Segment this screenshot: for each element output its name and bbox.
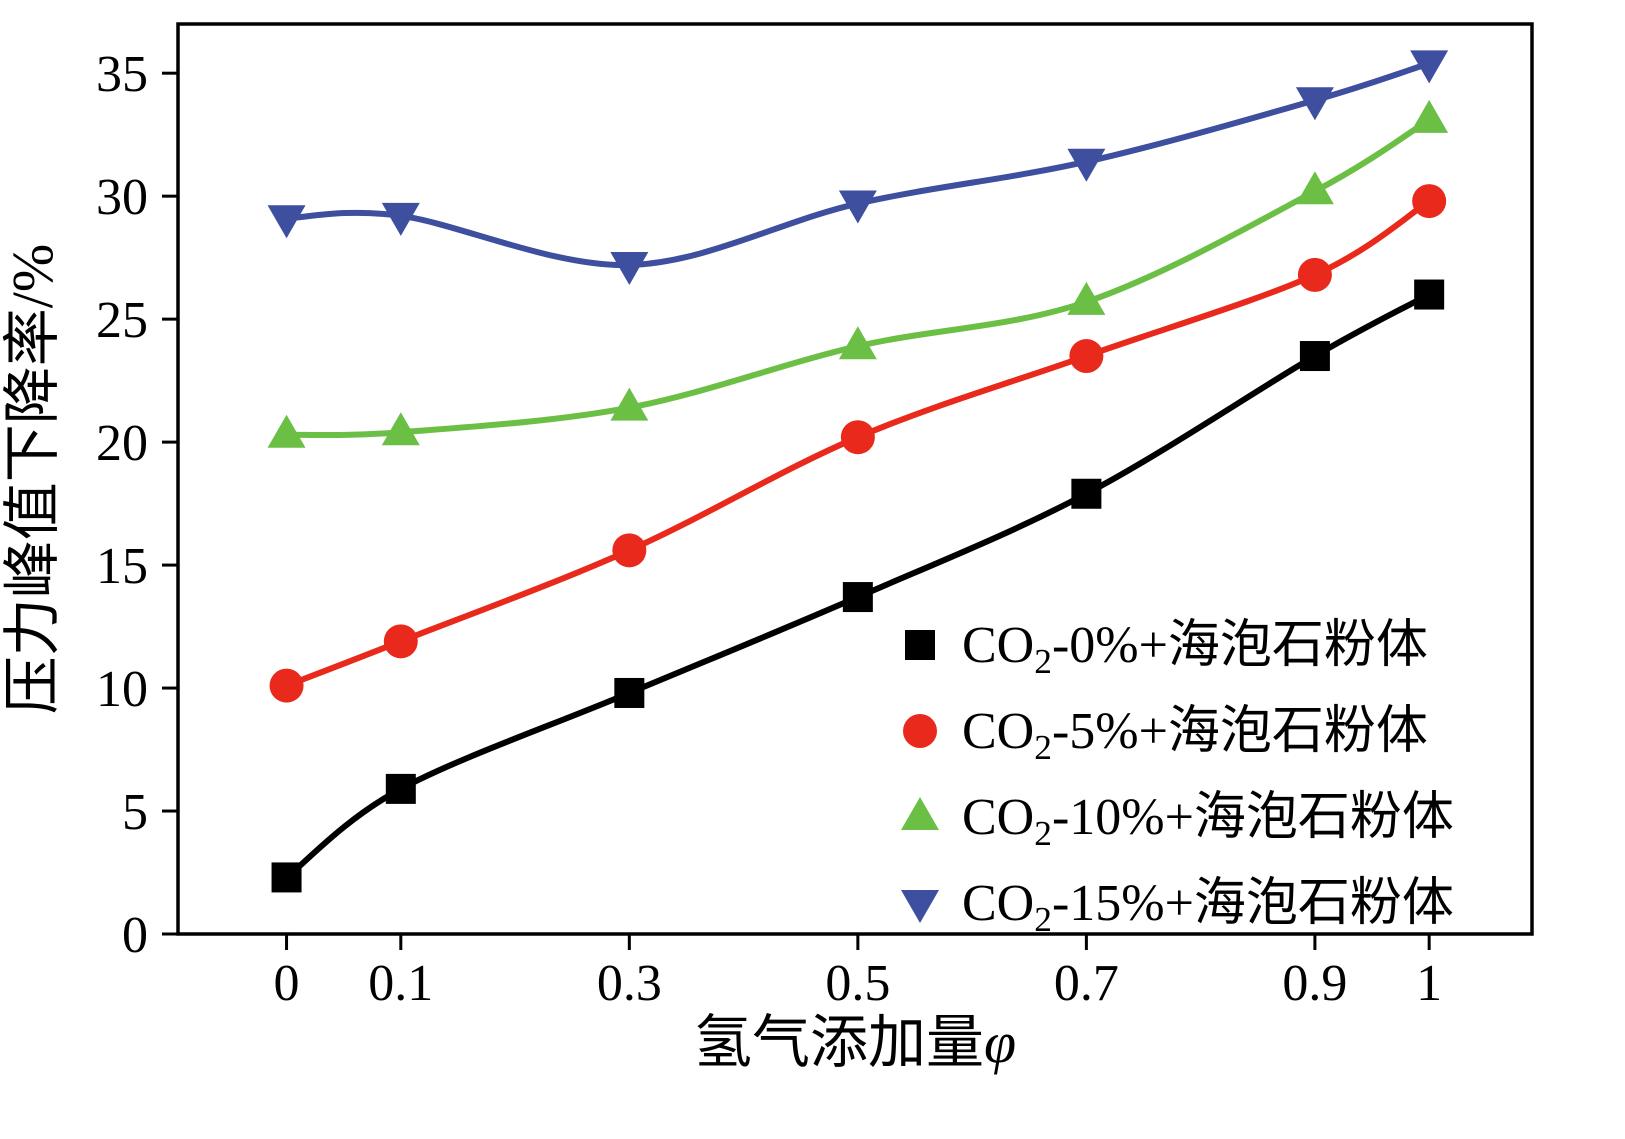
series-1-point [1069,339,1104,374]
y-tick-label: 10 [96,661,148,718]
y-tick-label: 25 [96,292,148,349]
series-1-point [1297,257,1332,292]
series-0-point [271,862,302,893]
series-0-point [385,773,416,804]
series-0-point [614,677,645,708]
series-1-point [840,420,875,455]
series-2-point [267,414,306,448]
x-tick-label: 0.1 [368,955,433,1012]
y-tick-label: 35 [96,46,148,103]
series-0-point [1299,341,1330,372]
series-3-point [381,202,420,236]
x-tick-label: 0.5 [825,955,890,1012]
y-axis-label: 压力峰值下降率/% [0,244,65,714]
series-1-point [612,533,647,568]
legend-marker-1 [903,714,937,748]
series-1-point [1412,184,1447,219]
x-axis-label: 氢气添加量φ [694,1010,1016,1075]
x-tick-label: 1 [1416,955,1442,1012]
x-tick-label: 0.3 [597,955,662,1012]
series-0-point [1414,279,1445,310]
legend-marker-3 [901,890,939,923]
series-2-point [381,412,420,446]
legend-label-0: CO2-0%+海泡石粉体 [962,617,1428,681]
series-2-point [1410,99,1449,133]
x-tick-label: 0.9 [1282,955,1347,1012]
y-tick-label: 30 [96,169,148,226]
legend-marker-0 [905,630,935,660]
series-1-point [383,624,418,659]
series-3-point [610,252,649,286]
y-tick-label: 0 [122,907,148,964]
series-2-point [610,387,649,421]
series-3-point [1295,87,1334,121]
series-1-point [269,668,304,703]
series-3-point [838,190,877,224]
legend-label-3: CO2-15%+海泡石粉体 [962,875,1454,939]
series-2-point [838,326,877,360]
series-3-point [1410,50,1449,84]
series-3-point [1067,148,1106,182]
legend-marker-2 [901,797,939,830]
x-tick-label: 0.7 [1054,955,1119,1012]
series-0-point [1071,478,1102,509]
y-tick-label: 5 [122,784,148,841]
series-3-point [267,205,306,239]
legend-label-2: CO2-10%+海泡石粉体 [962,789,1454,853]
series-2-point [1295,171,1334,205]
y-tick-label: 15 [96,538,148,595]
y-tick-label: 20 [96,415,148,472]
legend-label-1: CO2-5%+海泡石粉体 [962,703,1428,767]
series-2-point [1067,281,1106,315]
plot-border [176,22,1534,936]
x-tick-label: 0 [274,955,300,1012]
series-0-point [842,582,873,613]
